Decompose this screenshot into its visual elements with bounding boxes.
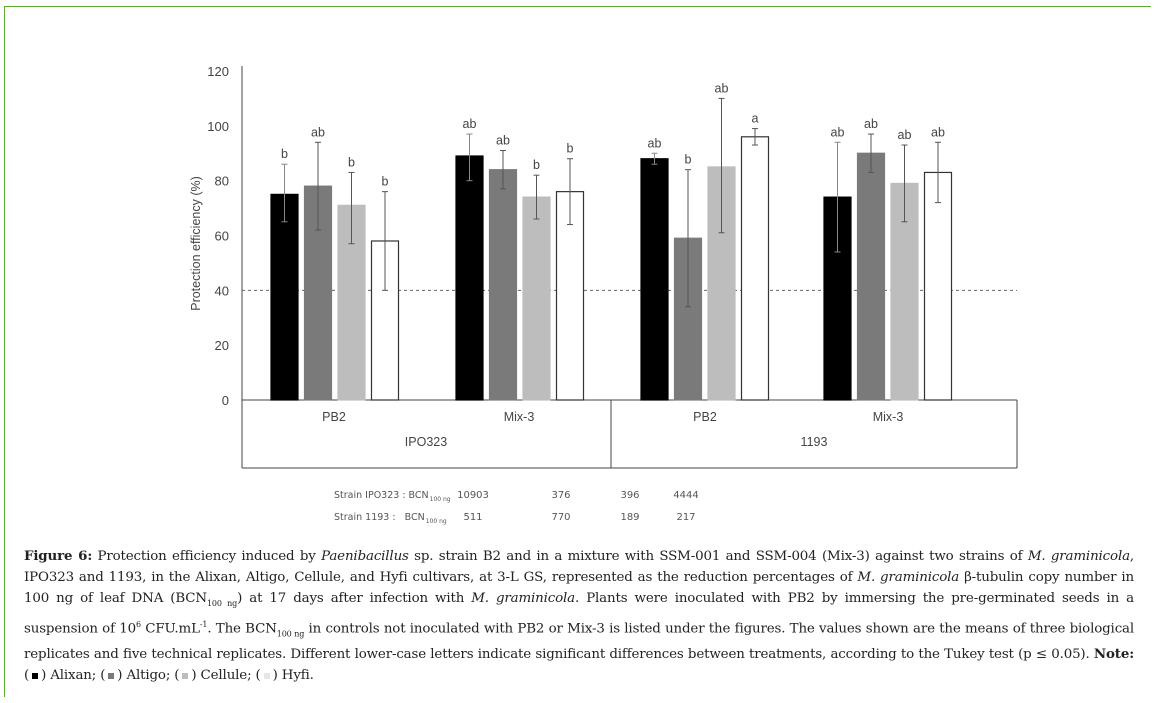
y-tick-label: 80 xyxy=(215,174,229,189)
caption-text: ) Hyfi. xyxy=(272,668,314,684)
table-cell: 4444 xyxy=(673,490,698,501)
bar-hyfi xyxy=(740,136,770,401)
caption-text: ) at 17 days after infection with xyxy=(237,591,472,606)
caption-text: ) Cellule; ( xyxy=(191,668,261,684)
significance-letter: b xyxy=(281,147,288,161)
legend-swatch xyxy=(263,672,270,679)
caption-text: 100 ng xyxy=(206,599,238,608)
table-cell: 376 xyxy=(551,490,570,501)
bar-alixan xyxy=(455,155,484,401)
significance-letter: b xyxy=(567,142,574,156)
caption-text: M. graminicola xyxy=(471,591,576,606)
caption-text: , IPO323 and 1193, in the Alixan, Altigo… xyxy=(24,549,1135,585)
y-tick-label: 120 xyxy=(207,64,229,79)
significance-letter: b xyxy=(382,175,389,189)
table-cell: 10903 xyxy=(457,490,489,501)
significance-letter: ab xyxy=(898,128,912,142)
caption-text: Protection efficiency induced by xyxy=(92,549,322,564)
caption-text: β-tubulin copy number in 100 ng of leaf … xyxy=(24,570,1134,606)
caption-text: in controls not inoculated with PB2 or M… xyxy=(24,621,1135,663)
caption-text: . The BCN xyxy=(207,621,277,637)
category-label: PB2 xyxy=(693,410,717,424)
caption-text: 100 ng xyxy=(276,629,305,639)
strain-label: IPO323 xyxy=(405,435,447,449)
y-tick-label: 60 xyxy=(215,229,229,244)
caption-text: M. graminicola xyxy=(1027,549,1130,564)
y-tick-label: 20 xyxy=(215,338,229,353)
bar-altigo xyxy=(488,169,518,401)
caption-text: . Plants were inoculated with PB2 by imm… xyxy=(24,591,1135,637)
table-cell: 770 xyxy=(551,512,570,523)
caption-text: -1 xyxy=(199,620,208,629)
caption-text: 6 xyxy=(135,620,141,629)
table-cell: 189 xyxy=(620,512,639,523)
caption-text: sp. strain B2 and in a mixture with SSM-… xyxy=(408,549,1028,564)
significance-letter: ab xyxy=(496,134,510,148)
bar-alixan xyxy=(640,158,669,401)
table-row-subscript: 100 ng xyxy=(426,518,447,525)
table-row-label: Strain 1193 : BCN xyxy=(334,512,425,523)
bar-alixan xyxy=(270,193,299,401)
y-axis-label: Protection efficiency (%) xyxy=(189,176,203,311)
significance-letter: ab xyxy=(715,81,729,95)
significance-letter: ab xyxy=(648,136,662,150)
legend-swatch xyxy=(182,672,189,679)
table-cell: 511 xyxy=(463,512,482,523)
significance-letter: ab xyxy=(831,125,845,139)
significance-letter: ab xyxy=(311,125,325,139)
category-label: Mix-3 xyxy=(873,410,904,424)
strain-label: 1193 xyxy=(801,435,828,449)
significance-letter: b xyxy=(685,153,692,167)
caption-text: ) Altigo; ( xyxy=(117,668,180,684)
caption-text: M. graminicola xyxy=(857,570,960,585)
figure-frame xyxy=(4,6,1151,697)
significance-letter: ab xyxy=(463,117,477,131)
significance-letter: b xyxy=(348,155,355,169)
y-tick-label: 100 xyxy=(207,119,229,134)
figure-caption: Figure 6: Protection efficiency induced … xyxy=(24,546,1134,686)
bar-hyfi xyxy=(923,171,953,401)
caption-text: Paenibacillus xyxy=(321,549,409,564)
caption-text: ) Alixan; ( xyxy=(41,668,106,684)
legend-swatch xyxy=(32,672,39,679)
y-tick-label: 0 xyxy=(222,393,229,408)
significance-letter: a xyxy=(752,112,759,126)
table-row-subscript: 100 ng xyxy=(430,496,451,503)
bar-cellule xyxy=(522,196,551,401)
bar-altigo xyxy=(856,152,886,401)
bar-chart: 0 20 40 60 80 100 120 Protection efficiency (%)… xyxy=(189,64,1018,525)
caption-text: Figure 6: xyxy=(24,548,93,564)
table-cell: 217 xyxy=(676,512,695,523)
caption-text: CFU.mL xyxy=(140,621,200,637)
category-label: PB2 xyxy=(322,410,346,424)
table-cell: 396 xyxy=(620,490,639,501)
caption-text: Note: xyxy=(1093,646,1134,663)
caption-text: ( xyxy=(24,668,30,684)
legend-swatch xyxy=(108,672,115,679)
significance-letter: ab xyxy=(931,125,945,139)
y-tick-label: 40 xyxy=(215,283,229,298)
significance-letter: ab xyxy=(864,117,878,131)
significance-letter: b xyxy=(533,158,540,172)
table-row-label: Strain IPO323 : BCN xyxy=(334,490,429,501)
category-label: Mix-3 xyxy=(504,410,535,424)
